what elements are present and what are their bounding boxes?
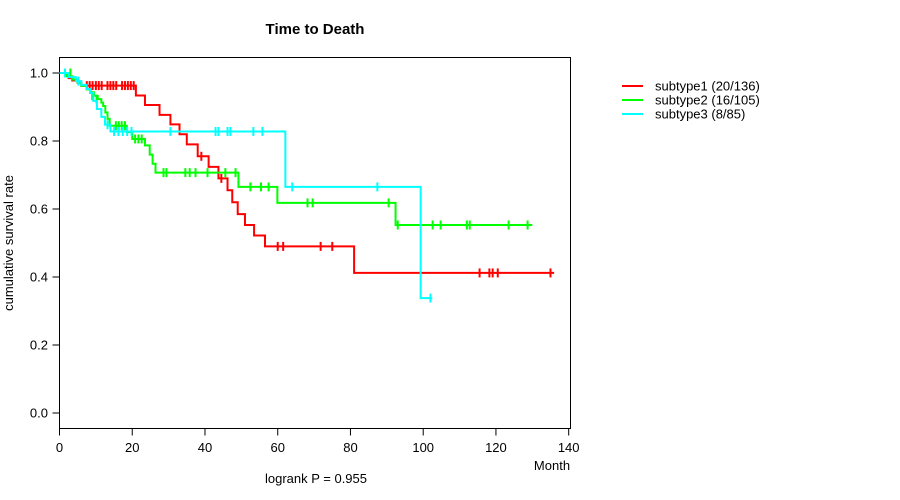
legend-item: subtype3 (8/85): [622, 107, 745, 122]
x-tick-label: 80: [343, 440, 357, 455]
legend-item: subtype2 (16/105): [622, 93, 760, 108]
survival-curve-3: [59, 72, 433, 300]
x-tick-label: 40: [198, 440, 212, 455]
x-tick-label: 0: [56, 440, 63, 455]
x-tick-label: 140: [558, 440, 580, 455]
y-tick-label: 0.4: [30, 270, 48, 285]
legend-label: subtype2 (16/105): [655, 93, 760, 108]
y-axis-label: cumulative survival rate: [1, 175, 16, 311]
y-axis: 0.0 0.2 0.4 0.6 0.8 1.0: [30, 66, 60, 421]
x-tick-label: 100: [412, 440, 434, 455]
survival-curves: [59, 68, 555, 303]
x-axis-unit-label: Month: [534, 458, 570, 473]
legend-item: subtype1 (20/136): [622, 79, 760, 94]
y-tick-label: 1.0: [30, 66, 48, 81]
x-tick-label: 60: [270, 440, 284, 455]
x-tick-label: 20: [125, 440, 139, 455]
survival-curve-1: [59, 72, 555, 274]
plot-border: [59, 57, 571, 429]
legend: subtype1 (20/136)subtype2 (16/105)subtyp…: [622, 79, 760, 122]
legend-label: subtype1 (20/136): [655, 79, 760, 94]
y-tick-label: 0.8: [30, 134, 48, 149]
y-tick-label: 0.2: [30, 338, 48, 353]
footnote: logrank P = 0.955: [265, 471, 367, 486]
survival-curve-2: [59, 72, 533, 226]
x-tick-label: 120: [485, 440, 507, 455]
legend-label: subtype3 (8/85): [655, 107, 745, 122]
x-axis: 0 20 40 60 80 100 120 140: [56, 428, 580, 455]
y-tick-label: 0.6: [30, 202, 48, 217]
chart-title: Time to Death: [266, 21, 365, 38]
y-tick-label: 0.0: [30, 406, 48, 421]
